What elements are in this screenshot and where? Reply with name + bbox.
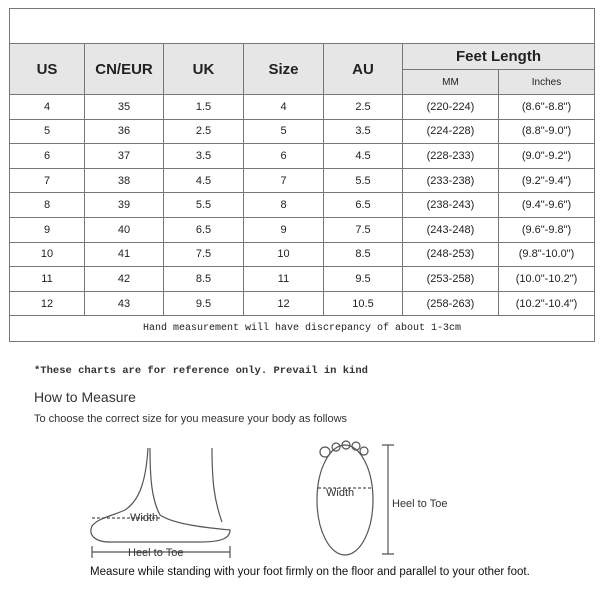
table-row: 10 41 7.5 10 8.5 (248-253) (9.8"-10.0") — [9, 241, 596, 268]
table-cell: 40 — [84, 216, 164, 243]
table-cell: 6 — [243, 143, 324, 169]
table-row: 6 37 3.5 6 4.5 (228-233) (9.0"-9.2") — [9, 143, 596, 169]
table-cell: 2.5 — [163, 118, 244, 145]
table-cell: (248-253) — [402, 241, 499, 268]
table-row: 11 42 8.5 11 9.5 (253-258) (10.0"-10.2") — [9, 266, 596, 292]
header-size: Size — [243, 43, 324, 95]
table-cell: 9 — [243, 216, 324, 243]
table-cell: 9.5 — [323, 266, 403, 292]
header-uk: UK — [163, 43, 244, 95]
table-cell: 6.5 — [163, 216, 244, 243]
heel-to-toe-label: Heel to Toe — [128, 547, 183, 559]
table-cell: 10 — [243, 241, 324, 268]
heel-to-toe-arrow-2 — [382, 444, 394, 555]
sole-outline — [316, 444, 374, 556]
width-label: Width — [130, 512, 158, 524]
table-cell: (233-238) — [402, 167, 499, 194]
heel-to-toe-arrow-1 — [91, 546, 231, 558]
table-row: 12 43 9.5 12 10.5 (258-263) (10.2"-10.4") — [9, 290, 596, 317]
table-cell: (9.2"-9.4") — [497, 167, 596, 194]
table-cell: 6.5 — [323, 192, 403, 218]
table-cell: 1.5 — [163, 94, 244, 120]
table-cell: 10 — [9, 241, 85, 268]
table-cell: (9.6"-9.8") — [497, 216, 596, 243]
header-feet-length: Feet Length — [401, 43, 596, 70]
table-cell: 4.5 — [323, 143, 403, 169]
table-cell: 3.5 — [323, 118, 403, 145]
table-cell: (238-243) — [402, 192, 499, 218]
table-row: 8 39 5.5 8 6.5 (238-243) (9.4"-9.6") — [9, 192, 596, 218]
table-cell: 4 — [9, 94, 85, 120]
side-foot-outline — [90, 447, 231, 543]
table-cell: 42 — [84, 266, 164, 292]
table-cell: 36 — [84, 118, 164, 145]
table-cell: (228-233) — [402, 143, 499, 169]
table-cell: 10.5 — [323, 290, 403, 317]
table-cell: (224-228) — [402, 118, 499, 145]
table-cell: 5.5 — [323, 167, 403, 194]
table-cell: (9.0"-9.2") — [497, 143, 596, 169]
table-cell: 8 — [9, 192, 85, 218]
table-cell: 8 — [243, 192, 324, 218]
header-inches: Inches — [497, 69, 596, 95]
table-cell: 4 — [243, 94, 324, 120]
header-cn-eur: CN/EUR — [84, 43, 164, 95]
table-row: 5 36 2.5 5 3.5 (224-228) (8.8"-9.0") — [9, 118, 596, 145]
table-cell: 7 — [243, 167, 324, 194]
table-cell: 12 — [243, 290, 324, 317]
table-cell: 8.5 — [323, 241, 403, 268]
table-cell: 35 — [84, 94, 164, 120]
table-cell: (258-263) — [402, 290, 499, 317]
table-cell: 5 — [9, 118, 85, 145]
table-cell: 7.5 — [323, 216, 403, 243]
table-cell: 3.5 — [163, 143, 244, 169]
table-cell: 41 — [84, 241, 164, 268]
side-foot-leg — [211, 447, 223, 523]
table-cell: 12 — [9, 290, 85, 317]
table-cell: 7 — [9, 167, 85, 194]
table-note: Hand measurement will have discrepancy o… — [8, 315, 596, 343]
table-cell: 9.5 — [163, 290, 244, 317]
table-cell: (10.2"-10.4") — [497, 290, 596, 317]
table-row: 4 35 1.5 4 2.5 (220-224) (8.6"-8.8") — [9, 94, 596, 120]
width-label-2: Width — [326, 487, 354, 499]
table-cell: 5.5 — [163, 192, 244, 218]
table-cell: 2.5 — [323, 94, 403, 120]
table-cell: (10.0"-10.2") — [497, 266, 596, 292]
header-mm: MM — [402, 69, 499, 95]
reference-note: *These charts are for reference only. Pr… — [34, 365, 368, 377]
table-cell: (243-248) — [402, 216, 499, 243]
how-to-subtitle: To choose the correct size for you measu… — [34, 413, 348, 425]
table-cell: (9.4"-9.6") — [497, 192, 596, 218]
table-cell: (220-224) — [402, 94, 499, 120]
header-us: US — [9, 43, 85, 95]
table-cell: 11 — [9, 266, 85, 292]
table-cell: 8.5 — [163, 266, 244, 292]
table-row: 7 38 4.5 7 5.5 (233-238) (9.2"-9.4") — [9, 167, 596, 194]
table-cell: 5 — [243, 118, 324, 145]
table-cell: 11 — [243, 266, 324, 292]
table-cell: 6 — [9, 143, 85, 169]
heel-to-toe-label-2: Heel to Toe — [392, 498, 447, 510]
table-cell: 7.5 — [163, 241, 244, 268]
how-to-title: How to Measure — [34, 389, 136, 405]
table-cell: (9.8"-10.0") — [497, 241, 596, 268]
instruction: Measure while standing with your foot fi… — [90, 566, 530, 578]
table-cell: 38 — [84, 167, 164, 194]
table-cell: (8.8"-9.0") — [497, 118, 596, 145]
header-au: AU — [323, 43, 403, 95]
table-cell: 39 — [84, 192, 164, 218]
foot-measure-diagram: Width Heel to Toe Width Heel to Toe — [90, 440, 447, 559]
table-cell: 43 — [84, 290, 164, 317]
table-cell: (253-258) — [402, 266, 499, 292]
table-cell: (8.6"-8.8") — [497, 94, 596, 120]
table-cell: 37 — [84, 143, 164, 169]
size-chart-table: US CN/EUR UK Size AU Feet Length MM Inch… — [8, 8, 596, 343]
table-cell: 9 — [9, 216, 85, 243]
table-row: 9 40 6.5 9 7.5 (243-248) (9.6"-9.8") — [9, 216, 596, 243]
table-cell: 4.5 — [163, 167, 244, 194]
blank-row — [8, 8, 596, 44]
